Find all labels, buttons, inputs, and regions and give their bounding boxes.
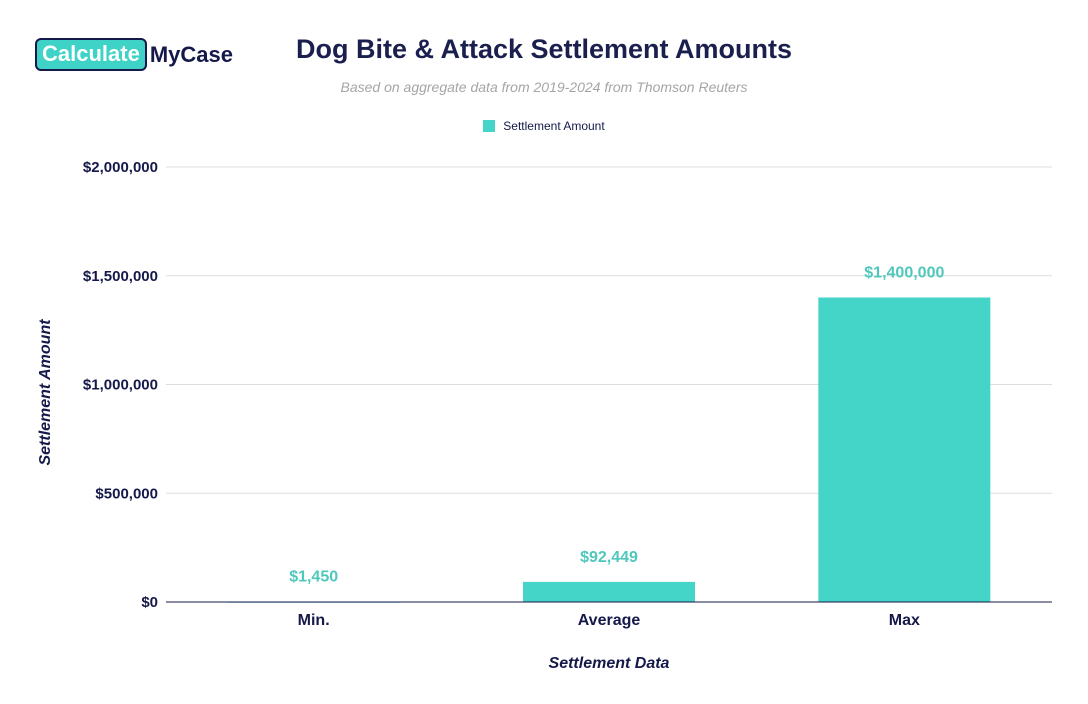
y-tick-label: $0	[141, 594, 158, 611]
y-axis-title: Settlement Amount	[37, 319, 54, 466]
x-axis-title: Settlement Data	[549, 655, 670, 672]
y-tick-label: $2,000,000	[83, 159, 158, 176]
x-tick-label: Min.	[298, 612, 330, 629]
chart-subtitle: Based on aggregate data from 2019-2024 f…	[340, 79, 748, 95]
legend-swatch	[483, 120, 496, 132]
y-tick-labels: $0 $500,000 $1,000,000 $1,500,000 $2,000,000	[83, 159, 158, 611]
data-label: $1,400,000	[864, 265, 944, 282]
logo-mycase: MyCase	[149, 41, 233, 67]
chart-title: Dog Bite & Attack Settlement Amounts	[295, 34, 793, 64]
y-tick-label: $500,000	[95, 485, 158, 502]
y-tick-label: $1,000,000	[83, 377, 158, 394]
legend-label: Settlement Amount	[503, 119, 605, 133]
bar-3	[818, 297, 991, 602]
y-tick-label: $1,500,000	[83, 268, 158, 285]
legend: Settlement Amount	[0, 119, 1088, 133]
x-tick-label: Average	[578, 612, 641, 629]
data-labels: $1,450 $92,449 $1,400,000	[289, 265, 944, 586]
x-tick-label: Max	[889, 612, 920, 629]
data-label: $1,450	[289, 569, 338, 586]
logo: Calculate MyCase	[35, 38, 233, 71]
x-tick-labels: Min. Average Max	[298, 612, 920, 629]
logo-calculate: Calculate	[35, 38, 147, 71]
bar-2	[523, 581, 695, 602]
bars	[227, 297, 991, 603]
data-label: $92,449	[580, 549, 638, 566]
